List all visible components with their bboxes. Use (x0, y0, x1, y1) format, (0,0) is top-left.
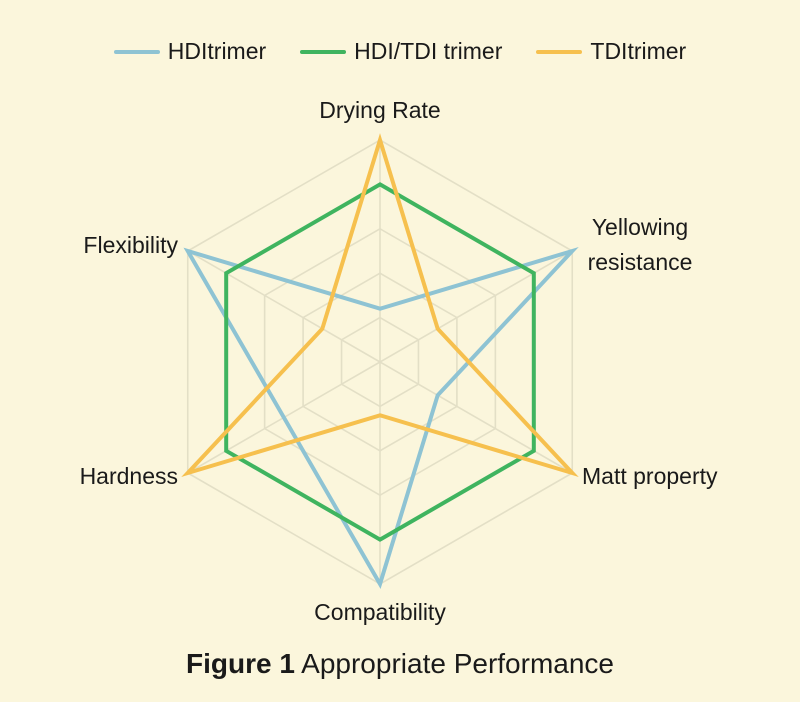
chart-legend: HDItrimer HDI/TDI trimer TDItrimer (0, 38, 800, 65)
axis-label-yellowing-resistance: Yellowing resistance (588, 214, 693, 275)
legend-swatch-hditrimer (113, 49, 160, 54)
axis-label-hardness: Hardness (80, 463, 178, 489)
series-line-tditrimer (181, 133, 579, 478)
grid-spoke-2 (379, 361, 573, 474)
legend-item-hdi-tdi-trimer: HDI/TDI trimer (300, 38, 502, 65)
axis-label-line: resistance (588, 249, 693, 275)
legend-label-hditrimer: HDItrimer (167, 38, 267, 64)
axis-label-line: Matt property (582, 463, 718, 489)
axis-label-line: Flexibility (83, 232, 178, 258)
legend-swatch-hdi-tdi-trimer (300, 49, 347, 54)
axis-label-line: Compatibility (314, 599, 446, 625)
grid-spoke-5 (187, 250, 381, 363)
grid-spoke-1 (379, 250, 573, 363)
axis-label-line: Yellowing (592, 214, 688, 240)
axis-label-matt-property: Matt property (582, 463, 718, 489)
axis-label-drying-rate: Drying Rate (319, 97, 440, 123)
legend-label-hdi-tdi-trimer: HDI/TDI trimer (354, 38, 503, 64)
legend-item-tditrimer: TDItrimer (536, 38, 686, 65)
axis-label-flexibility: Flexibility (83, 232, 178, 258)
series-line-hdi-tdi-trimer (224, 182, 536, 542)
axis-label-line: Hardness (80, 463, 178, 489)
legend-item-hditrimer: HDItrimer (113, 38, 267, 65)
legend-swatch-tditrimer (536, 49, 583, 54)
axis-label-line: Drying Rate (319, 97, 440, 123)
figure-caption-text: Appropriate Performance (301, 648, 614, 679)
figure-caption: Figure 1 Appropriate Performance (0, 648, 800, 680)
figure-caption-label: Figure 1 (186, 648, 295, 679)
axis-label-compatibility: Compatibility (314, 599, 446, 625)
legend-label-tditrimer: TDItrimer (590, 38, 687, 64)
series-line-hditrimer (183, 246, 579, 589)
